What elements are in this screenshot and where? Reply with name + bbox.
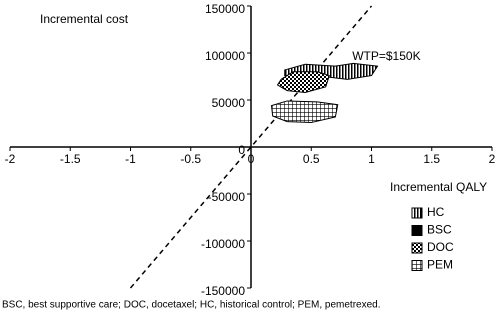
wtp-line [129, 5, 373, 289]
y-tick-label: 0 [238, 143, 245, 157]
x-axis-title: Incremental QALY [390, 180, 487, 194]
x-tick-label: 0.5 [303, 152, 320, 166]
legend-label: HC [427, 205, 445, 219]
legend-swatch [411, 260, 423, 271]
x-tick-label: -1.5 [60, 152, 81, 166]
region [276, 71, 330, 93]
y-tick-label: -100000 [201, 237, 245, 251]
y-tick-label: 150000 [205, 2, 245, 16]
legend-label: PEM [427, 258, 453, 272]
x-tick-label: 1.5 [423, 152, 440, 166]
region [270, 100, 339, 124]
y-tick-label: -150000 [201, 284, 245, 298]
x-tick-label: -2 [5, 152, 16, 166]
legend-swatch [411, 242, 423, 254]
x-tick-label: 0 [248, 152, 255, 166]
legend-swatch [411, 207, 423, 219]
x-tick-label: -1 [125, 152, 136, 166]
wtp-label: WTP=$150K [352, 49, 420, 63]
legend-label: DOC [427, 240, 454, 254]
legend-swatch [411, 225, 423, 236]
y-tick-label: 50000 [212, 96, 246, 110]
y-axis-title: Incremental cost [40, 12, 129, 26]
x-tick-label: 2 [489, 152, 496, 166]
x-tick-label: -0.5 [180, 152, 201, 166]
y-tick-label: 100000 [205, 49, 245, 63]
y-tick-label: -50000 [208, 190, 246, 204]
x-tick-label: 1 [368, 152, 375, 166]
legend-label: BSC [427, 223, 452, 237]
footnote: BSC, best supportive care; DOC, docetaxe… [2, 300, 381, 311]
